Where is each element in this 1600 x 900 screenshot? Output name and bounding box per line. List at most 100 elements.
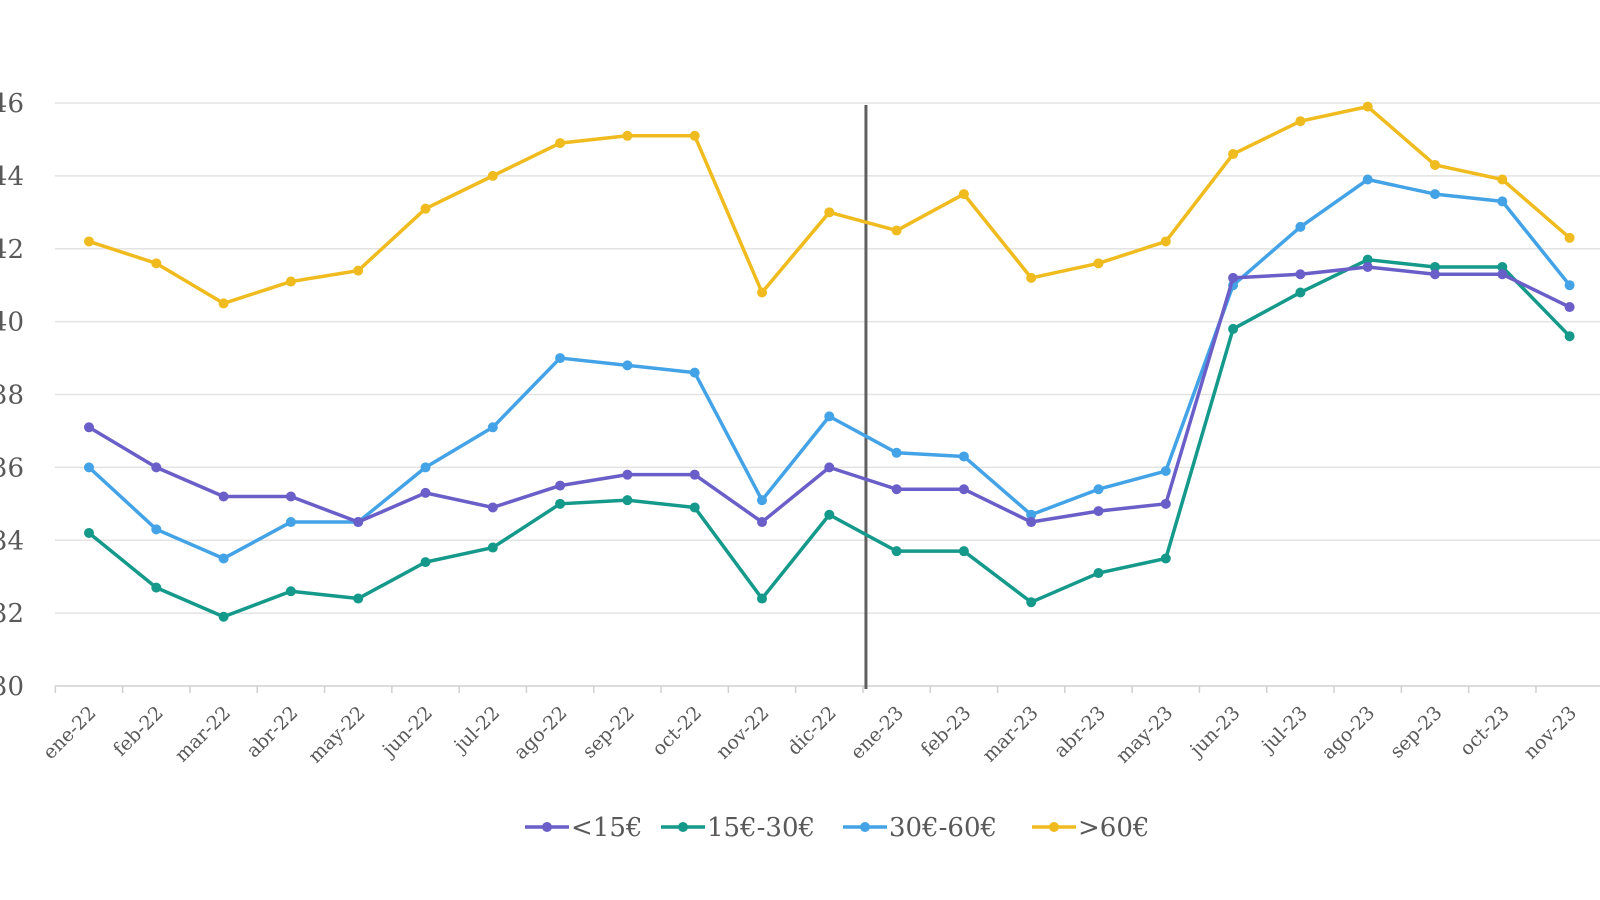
legend-marker	[1049, 822, 1059, 832]
data-point	[1093, 484, 1104, 495]
data-point	[1430, 261, 1440, 272]
legend-marker	[860, 822, 870, 832]
data-point	[1093, 258, 1104, 269]
data-point	[824, 411, 835, 422]
x-tick-label: may-22	[304, 702, 370, 768]
data-point	[824, 462, 835, 473]
x-tick-label: jul-22	[449, 702, 505, 758]
legend-marker	[542, 822, 552, 832]
data-point	[1362, 101, 1373, 112]
data-point	[1295, 116, 1306, 127]
data-point	[1564, 331, 1575, 342]
y-tick-label: 38	[0, 381, 24, 411]
data-point	[757, 593, 767, 604]
data-point	[285, 586, 296, 597]
y-tick-label: 30	[0, 672, 24, 702]
data-point	[420, 462, 431, 473]
y-tick-label: 36	[0, 453, 24, 483]
data-point	[958, 546, 969, 557]
data-point	[1564, 302, 1575, 313]
data-point	[84, 422, 94, 433]
data-point	[151, 524, 162, 535]
x-tick-label: ago-22	[510, 702, 572, 764]
data-point	[689, 502, 700, 513]
data-point	[1295, 287, 1306, 298]
data-point	[689, 367, 700, 378]
data-point	[1430, 159, 1440, 170]
data-point	[555, 480, 566, 491]
y-tick-label: 32	[0, 599, 24, 629]
data-point	[285, 276, 296, 287]
x-tick-label: oct-22	[648, 702, 706, 760]
data-point	[1497, 269, 1508, 280]
series-15€-30€	[84, 254, 1575, 622]
data-point	[555, 498, 566, 509]
x-tick-label: sep-22	[578, 702, 639, 763]
data-point	[1295, 269, 1306, 280]
data-point	[487, 542, 498, 553]
data-point	[757, 517, 767, 528]
y-tick-label: 34	[0, 526, 24, 556]
x-tick-label: ene-22	[39, 702, 101, 764]
data-point	[1160, 553, 1171, 564]
series-line	[87, 177, 1571, 561]
data-point	[420, 487, 431, 498]
data-point	[1093, 568, 1104, 579]
data-point	[622, 360, 633, 371]
data-point	[353, 517, 364, 528]
data-point	[1026, 272, 1037, 283]
legend-item: >60€	[1032, 813, 1149, 843]
legend-label: 30€-60€	[889, 813, 997, 843]
data-point	[1362, 174, 1373, 185]
data-point	[151, 462, 162, 473]
x-tick-label: feb-22	[109, 702, 168, 761]
x-tick-label: abr-22	[242, 702, 302, 762]
legend-item: 30€-60€	[843, 813, 997, 843]
series-line	[88, 104, 1571, 306]
x-tick-label: nov-22	[712, 702, 774, 764]
legend-label: >60€	[1078, 813, 1149, 843]
x-tick-label: oct-23	[1456, 702, 1514, 760]
data-point	[151, 582, 162, 593]
data-point	[151, 258, 162, 269]
data-point	[1430, 189, 1440, 200]
series-group	[84, 101, 1575, 622]
series-line	[87, 257, 1571, 619]
data-point	[353, 593, 364, 604]
data-point	[84, 527, 94, 538]
legend-label: 15€-30€	[707, 813, 815, 843]
data-point	[1497, 174, 1508, 185]
data-point	[218, 298, 229, 309]
data-point	[487, 502, 498, 513]
data-point	[958, 484, 969, 495]
y-tick-label: 44	[0, 162, 24, 192]
x-tick-label: sep-23	[1386, 702, 1447, 763]
data-point	[1026, 509, 1037, 520]
legend-item: 15€-30€	[661, 813, 815, 843]
x-tick-label: jun-22	[377, 702, 437, 762]
data-point	[622, 130, 633, 141]
data-point	[555, 353, 566, 364]
data-point	[1026, 517, 1037, 528]
data-point	[622, 495, 633, 506]
legend: <15€ 15€-30€ 30€-60€ >60€	[525, 813, 1149, 843]
data-point	[689, 130, 700, 141]
data-point	[420, 203, 431, 214]
data-point	[1564, 280, 1575, 291]
data-point	[1564, 232, 1575, 243]
data-point	[353, 265, 364, 276]
data-point	[1228, 149, 1239, 160]
series->60€	[84, 101, 1575, 309]
y-tick-label: 40	[0, 308, 24, 338]
data-point	[958, 189, 969, 200]
data-point	[1362, 261, 1373, 272]
x-tick-label: dic-22	[783, 702, 841, 760]
data-point	[218, 611, 229, 622]
data-point	[420, 557, 431, 568]
data-point	[958, 451, 969, 462]
series-<15€	[84, 261, 1575, 528]
data-point	[1026, 597, 1037, 608]
data-point	[218, 553, 229, 564]
data-point	[622, 469, 633, 480]
